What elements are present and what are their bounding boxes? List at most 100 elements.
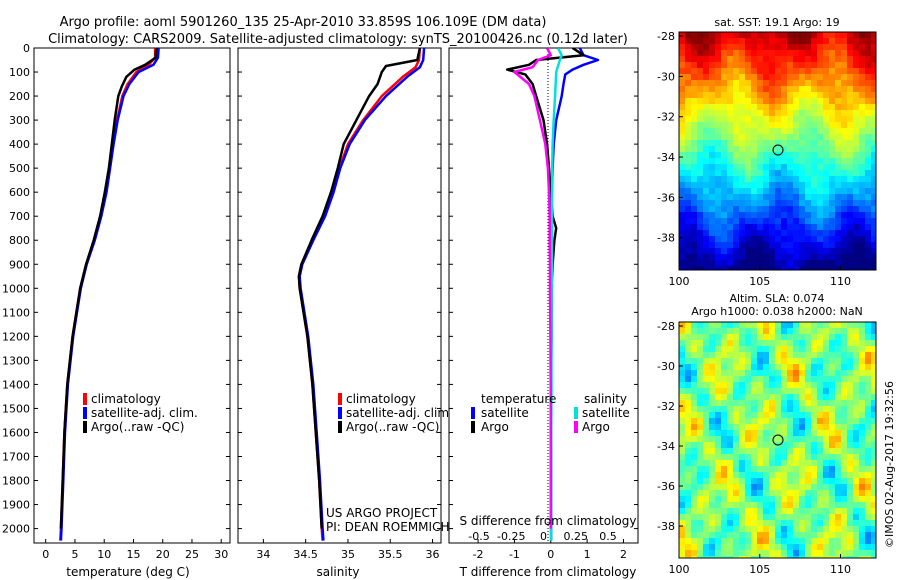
heatmap-cell [775, 352, 782, 359]
heatmap-cell [697, 146, 704, 153]
heatmap-cell [841, 86, 848, 93]
heatmap-cell [823, 400, 830, 407]
heatmap-cell [703, 236, 710, 243]
heatmap-cell [769, 260, 776, 267]
heatmap-cell [715, 170, 722, 177]
heatmap-cell [793, 218, 800, 225]
heatmap-cell [793, 352, 800, 359]
heatmap-cell [859, 248, 866, 255]
heatmap-cell [787, 194, 794, 201]
heatmap-cell [853, 140, 860, 147]
heatmap-cell [775, 430, 782, 437]
heatmap-cell [691, 538, 698, 545]
heatmap-cell [769, 212, 776, 219]
heatmap-cell [793, 490, 800, 497]
heatmap-cell [757, 520, 764, 527]
heatmap-cell [841, 484, 848, 491]
heatmap-cell [805, 388, 812, 395]
heatmap-cell [805, 376, 812, 383]
heatmap-cell [823, 242, 830, 249]
heatmap-cell [733, 448, 740, 455]
heatmap-cell [799, 334, 806, 341]
heatmap-cell [799, 164, 806, 171]
heatmap-cell [703, 346, 710, 353]
heatmap-cell [859, 418, 866, 425]
heatmap-cell [721, 68, 728, 75]
heatmap-cell [739, 68, 746, 75]
heatmap-cell [769, 388, 776, 395]
heatmap-cell [733, 442, 740, 449]
heatmap-cell [853, 322, 860, 329]
heatmap-cell [721, 200, 728, 207]
heatmap-cell [775, 364, 782, 371]
heatmap-cell [835, 158, 842, 165]
heatmap-cell [685, 346, 692, 353]
heatmap-cell [721, 164, 728, 171]
heatmap-cell [811, 140, 818, 147]
heatmap-cell [739, 164, 746, 171]
map-x-tick-label: 100 [669, 563, 690, 576]
heatmap-cell [847, 394, 854, 401]
heatmap-cell [817, 418, 824, 425]
heatmap-cell [841, 340, 848, 347]
heatmap-cell [691, 206, 698, 213]
heatmap-cell [691, 556, 698, 558]
heatmap-cell [835, 206, 842, 213]
heatmap-cell [733, 334, 740, 341]
heatmap-cell [727, 346, 734, 353]
heatmap-cell [709, 550, 716, 557]
heatmap-cell [859, 230, 866, 237]
heatmap-cell [799, 110, 806, 117]
heatmap-cell [751, 418, 758, 425]
heatmap-cell [739, 128, 746, 135]
heatmap-cell [847, 98, 854, 105]
heatmap-cell [733, 322, 740, 329]
heatmap-cell [715, 322, 722, 329]
heatmap-cell [811, 158, 818, 165]
heatmap-cell [817, 122, 824, 129]
heatmap-cell [781, 188, 788, 195]
heatmap-cell [751, 460, 758, 467]
title-line-2: Climatology: CARS2009. Satellite-adjuste… [48, 32, 628, 47]
heatmap-cell [745, 236, 752, 243]
heatmap-cell [757, 122, 764, 129]
heatmap-cell [751, 388, 758, 395]
heatmap-cell [763, 92, 770, 99]
heatmap-cell [745, 496, 752, 503]
heatmap-cell [715, 56, 722, 63]
heatmap-cell [739, 158, 746, 165]
heatmap-cell [787, 460, 794, 467]
heatmap-cell [865, 484, 872, 491]
salinity-xlabel: salinity [316, 565, 359, 579]
heatmap-cell [763, 248, 770, 255]
heatmap-cell [793, 140, 800, 147]
heatmap-cell [721, 328, 728, 335]
heatmap-cell [817, 176, 824, 183]
heatmap-cell [787, 508, 794, 515]
heatmap-cell [763, 224, 770, 231]
heatmap-cell [835, 254, 842, 261]
heatmap-cell [757, 104, 764, 111]
heatmap-cell [787, 266, 794, 270]
heatmap-cell [853, 254, 860, 261]
heatmap-cell [781, 532, 788, 539]
heatmap-cell [805, 110, 812, 117]
salinity-legend: climatology satellite-adj. clim. Argo(..… [338, 392, 453, 434]
heatmap-cell [787, 328, 794, 335]
heatmap-cell [763, 152, 770, 159]
heatmap-cell [715, 152, 722, 159]
heatmap-cell [799, 128, 806, 135]
heatmap-cell [823, 104, 830, 111]
map-y-tick-label: -32 [657, 400, 675, 413]
heatmap-cell [685, 502, 692, 509]
heatmap-cell [703, 352, 710, 359]
heatmap-cell [829, 550, 836, 557]
heatmap-cell [763, 116, 770, 123]
heatmap-cell [739, 200, 746, 207]
heatmap-cell [793, 394, 800, 401]
heatmap-cell [757, 430, 764, 437]
heatmap-cell [703, 370, 710, 377]
heatmap-cell [685, 352, 692, 359]
heatmap-cell [715, 254, 722, 261]
heatmap-cell [823, 110, 830, 117]
